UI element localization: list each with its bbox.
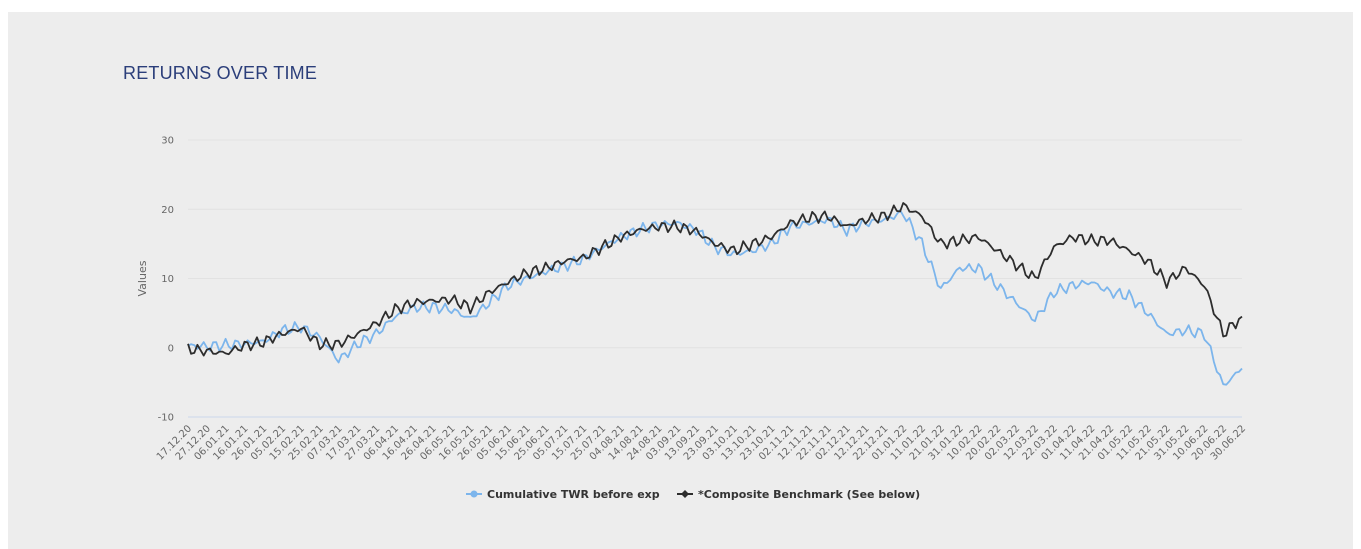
legend-item-1[interactable]: *Composite Benchmark (See below) <box>698 488 920 501</box>
chart-panel <box>8 12 1353 549</box>
series-lines <box>187 202 1243 386</box>
x-axis-ticks: 17.12.2027.12.2006.01.2116.01.2126.01.21… <box>155 423 1248 462</box>
y-tick-label: 20 <box>161 205 174 216</box>
y-tick-label: -10 <box>158 413 174 424</box>
page-title: RETURNS OVER TIME <box>123 63 318 83</box>
y-axis-ticks: -10 0 10 20 30 <box>158 136 174 424</box>
y-tick-label: 30 <box>161 136 174 147</box>
legend-circle-marker <box>470 490 478 498</box>
y-tick-label: 0 <box>168 343 174 354</box>
series-line-1[interactable] <box>187 202 1243 357</box>
legend-item-0[interactable]: Cumulative TWR before exp <box>487 488 660 501</box>
series-line-0[interactable] <box>187 209 1243 386</box>
y-tick-label: 10 <box>161 274 174 285</box>
y-gridlines <box>188 139 1242 418</box>
y-axis-label: Values <box>136 260 149 296</box>
legend-diamond-marker <box>681 490 689 498</box>
legend[interactable]: Cumulative TWR before exp *Composite Benc… <box>466 488 920 501</box>
